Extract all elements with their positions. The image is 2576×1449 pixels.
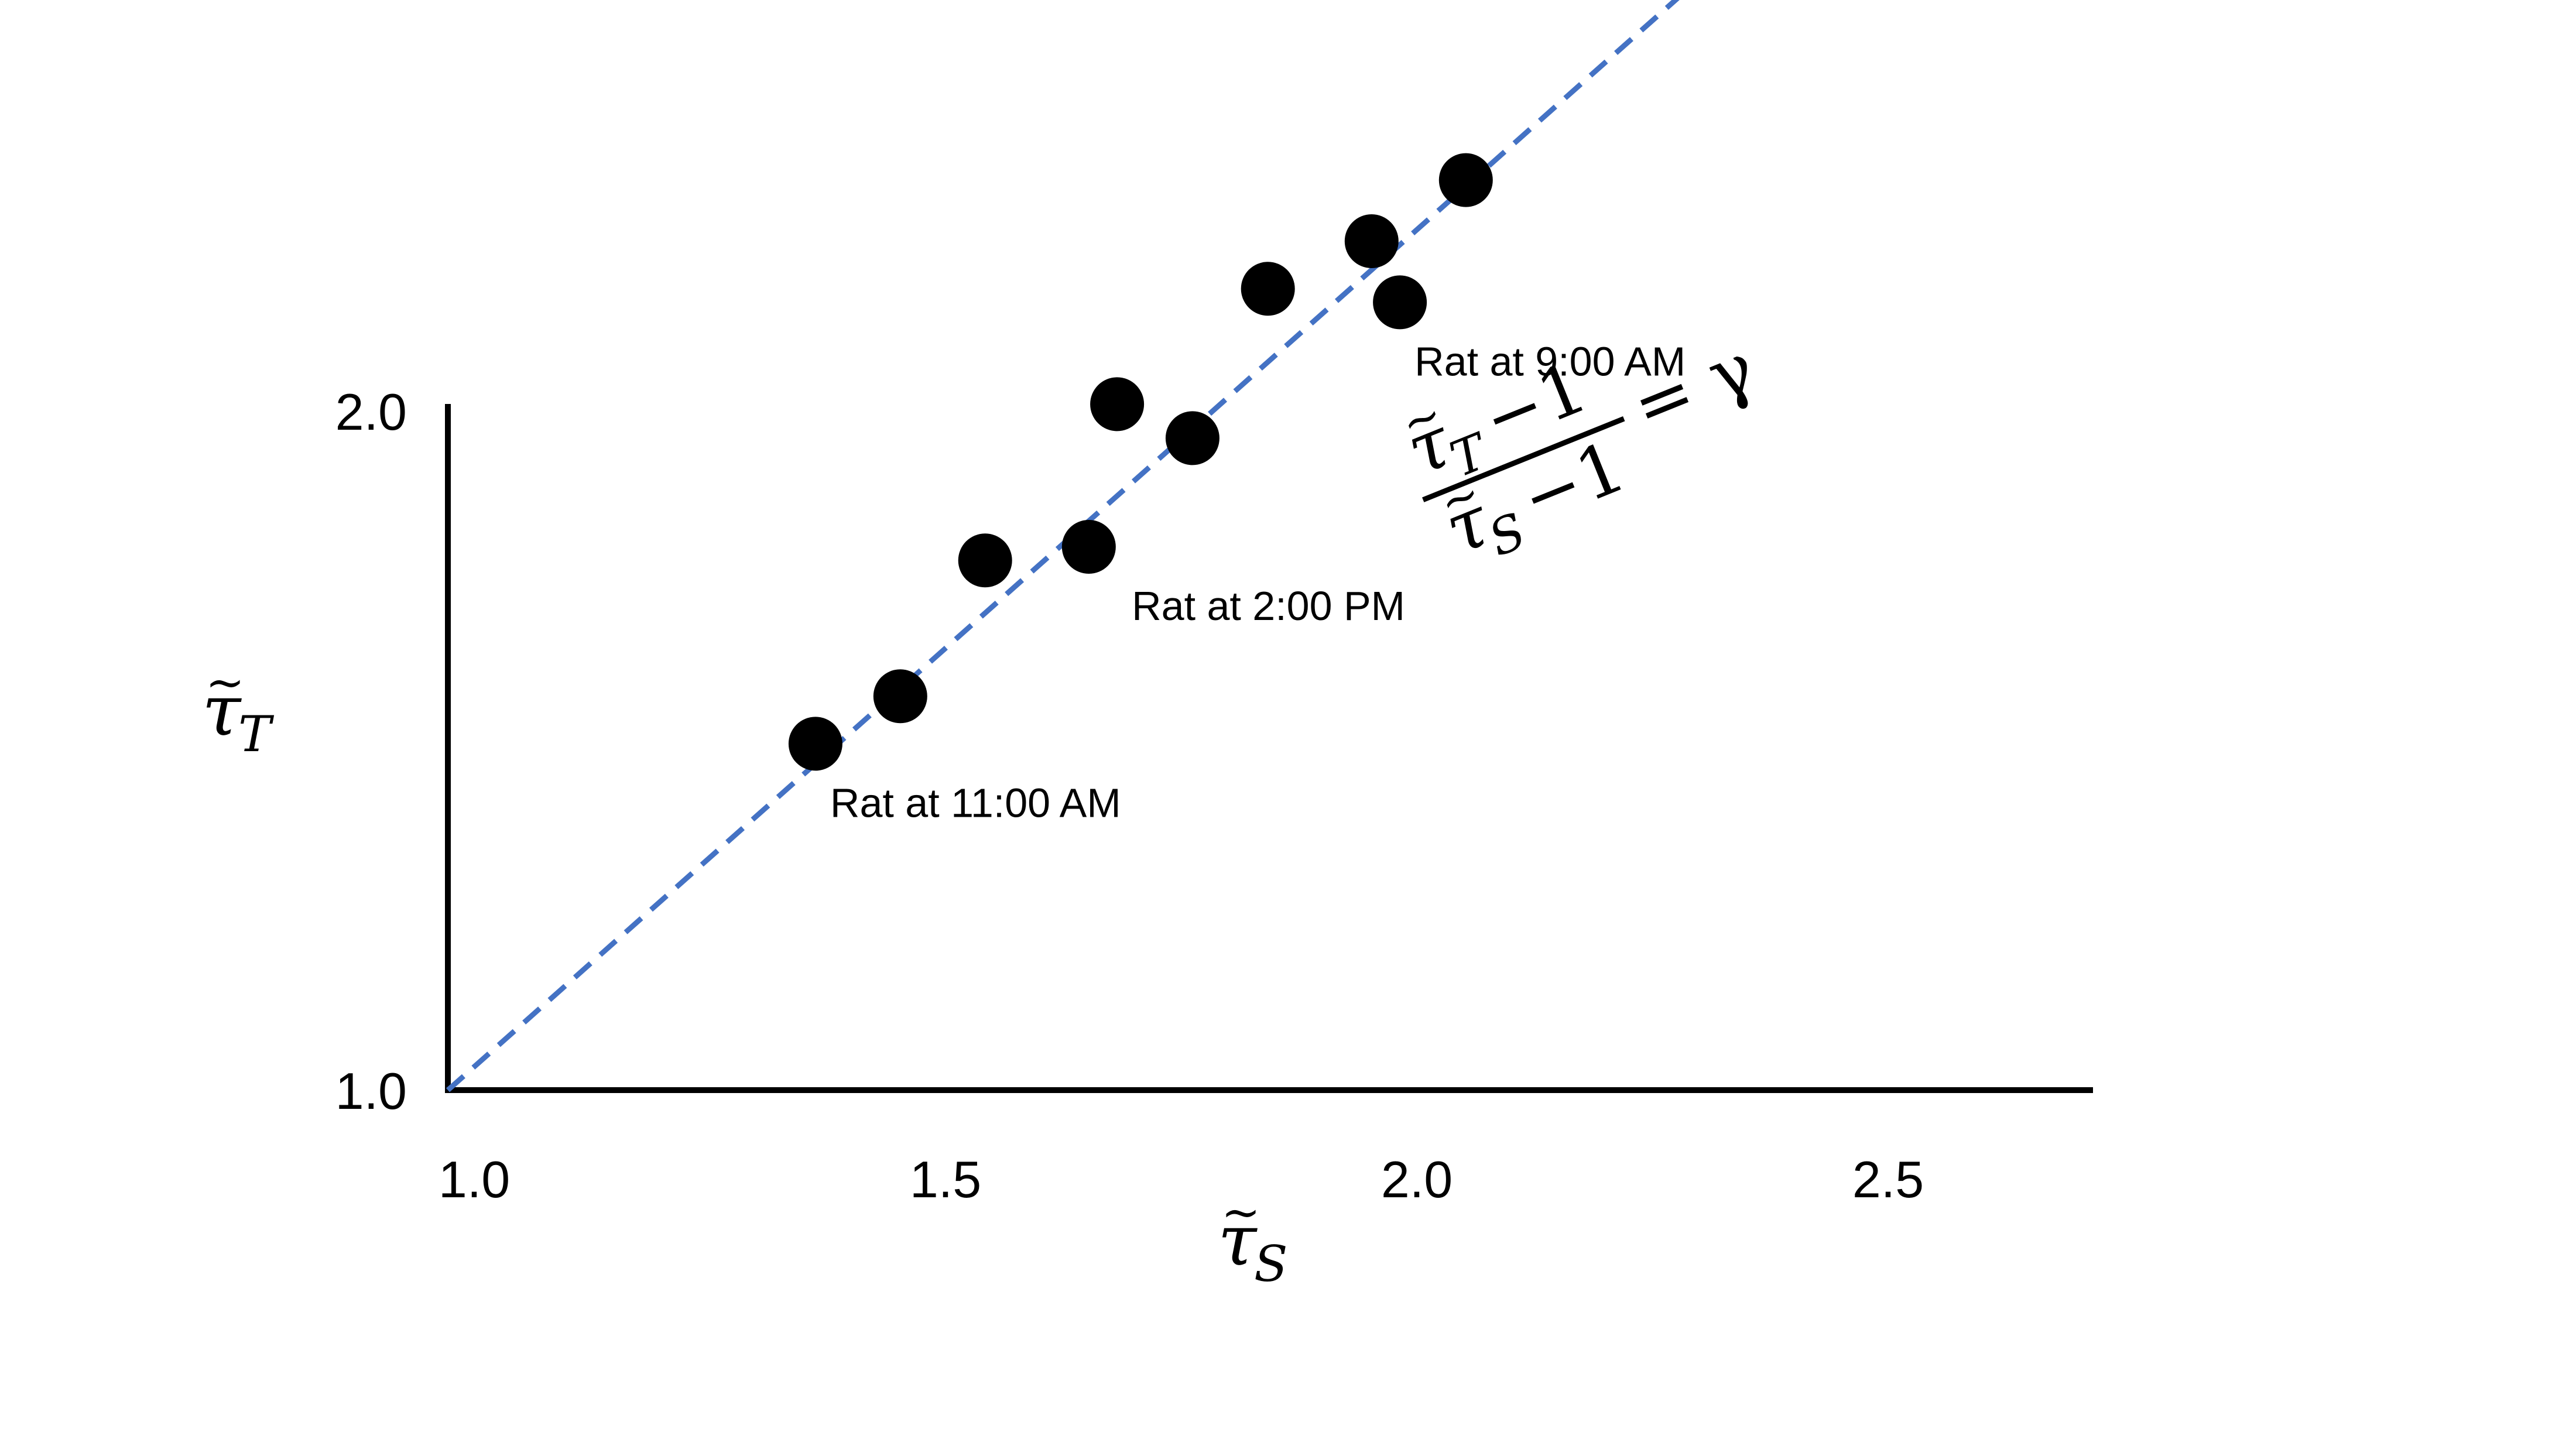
x-tick-labels: 1.0 1.5 2.0 2.5: [439, 1150, 1924, 1208]
x-axis-label: τ ~ S: [1218, 1185, 1288, 1293]
point-annotation: Rat at 2:00 PM: [1132, 583, 1405, 629]
data-point: [1344, 214, 1399, 268]
fit-line: [446, 0, 1680, 1092]
svg-text:T: T: [238, 705, 275, 763]
point-annotation: Rat at 11:00 AM: [830, 780, 1121, 825]
y-tick-label: 2.0: [335, 383, 407, 441]
x-tick-label: 1.5: [910, 1150, 981, 1208]
svg-text:~: ~: [205, 655, 245, 710]
data-point: [788, 717, 842, 771]
x-tick-label: 2.5: [1852, 1150, 1924, 1208]
svg-text:S: S: [1254, 1235, 1288, 1293]
x-tick-label: 2.0: [1381, 1150, 1453, 1208]
data-point: [1090, 377, 1145, 431]
point-annotations: Rat at 11:00 AM Rat at 2:00 PM Rat at 9:00…: [830, 338, 1686, 825]
data-point: [958, 533, 1012, 588]
data-point: [1061, 520, 1116, 574]
svg-text:τ: τ: [1218, 1200, 1258, 1282]
data-point: [1165, 411, 1220, 465]
svg-text:τ: τ: [202, 670, 242, 752]
y-axis-label: τ ~ T: [202, 655, 275, 763]
data-point: [873, 669, 927, 724]
data-point: [1373, 275, 1427, 330]
data-points: [788, 153, 1493, 771]
point-annotation: Rat at 9:00 AM: [1414, 338, 1686, 384]
svg-text:~: ~: [1221, 1185, 1260, 1239]
data-point: [1241, 262, 1295, 316]
y-tick-label: 1.0: [335, 1062, 407, 1120]
x-tick-label: 1.0: [439, 1150, 510, 1208]
y-tick-labels: 1.02.03.0: [335, 383, 407, 1120]
fit-equation: τ ~ T −1 τ ~ S −1 = γ: [1393, 327, 1766, 571]
equation-fraction-bar: [1422, 416, 1625, 502]
data-point: [1438, 153, 1493, 207]
